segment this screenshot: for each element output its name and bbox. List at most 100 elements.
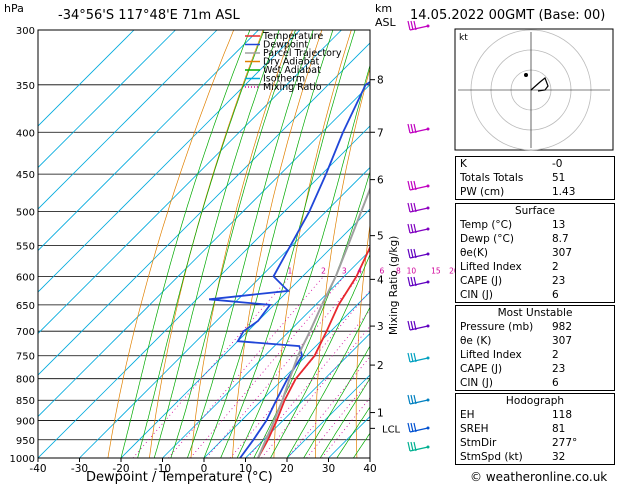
hodograph-value: 81 [552,423,566,435]
dry-adiabat-line [232,30,323,458]
isotherm-line [38,30,342,335]
wind-barb-icon [426,206,430,210]
hodograph-label: StmSpd (kt) [460,451,523,463]
pressure-tick-label: 600 [16,272,35,283]
dry-adiabat-line [149,30,264,458]
dry-adiabat-line [355,222,370,458]
wind-barb-icon [410,276,414,287]
mixing-ratio-line [206,276,360,458]
wind-barb-icon [413,223,417,234]
hodograph-value: 118 [552,409,573,421]
isotherm-line [38,30,176,169]
isotherm-line [162,249,370,458]
surface-label: Temp (°C) [460,219,513,231]
hodograph-title: Hodograph [505,395,565,407]
wind-barb-icon [413,422,417,433]
isotherm-line [79,166,370,458]
most-unstable-value: 23 [552,363,566,375]
surface-label: Lifted Index [460,261,522,273]
isotherm-line [38,30,259,252]
storm-motion-marker [524,73,528,77]
isotherm-line [38,30,135,127]
wind-barb-icon [410,180,414,191]
wet-adiabat-line [336,406,370,458]
wind-barb-icon [410,320,414,331]
hodograph-trace [530,77,549,92]
wind-barb-icon [407,223,411,234]
wind-barb-icon [426,324,430,328]
hodograph-label: SREH [460,423,489,435]
most-unstable-label: CIN (J) [460,377,493,389]
index-value: 51 [552,172,566,184]
wind-barb-icon [407,123,411,134]
hodograph-row: SREH 81 [456,422,614,436]
isotherm-line [203,291,370,458]
legend-label: Dewpoint [263,40,308,51]
wind-barb-icon [413,123,417,134]
temperature-tick-label: 20 [280,463,293,475]
legend-label: Isotherm [263,74,305,85]
wind-barb-icon [413,180,417,191]
pressure-tick-label: 650 [16,301,35,312]
km-tick-label: 6 [377,175,384,187]
pressure-tick-label: 550 [16,241,35,252]
wind-barb-icon [407,276,411,287]
wind-barb-icon [407,441,411,452]
wet-adiabat-line [303,345,370,458]
copyright-footer: © weatheronline.co.uk [470,470,608,484]
wind-barb-icon [413,441,417,452]
wind-barb-icon [410,123,414,134]
wind-barb-icon [426,280,430,284]
most-unstable-value: 2 [552,349,559,361]
most-unstable-label: θe (K) [460,335,492,347]
surface-row: CIN (J) 6 [456,288,614,302]
temperature-tick-label: 0 [201,463,208,475]
surface-row: θe(K) 307 [456,246,614,260]
pressure-tick-label: 950 [16,436,35,447]
wind-barb-icon [426,356,430,360]
pressure-tick-label: 500 [16,208,35,219]
pressure-tick-label: 400 [16,128,35,139]
wind-barb-icon [426,184,430,188]
surface-value: 307 [552,247,573,259]
legend-label: Dry Adiabat [263,57,320,68]
mixing-ratio-value-label: 2 [321,266,326,275]
location-label: -34°56'S 117°48'E 71m ASL [58,8,240,23]
index-label: Totals Totals [460,172,524,184]
surface-row: Temp (°C) 13 [456,218,614,232]
pressure-tick-label: 700 [16,327,35,338]
pressure-tick-label: 1000 [10,454,35,465]
km-tick-label: 5 [377,231,384,243]
wind-barb-icon [426,398,430,402]
hodograph-row: StmSpd (kt) 32 [456,450,614,464]
surface-row: Lifted Index 2 [456,260,614,274]
surface-label: θe(K) [460,247,488,259]
hodograph-row: EH 118 [456,408,614,422]
wet-adiabat-line [137,30,265,458]
temperature-tick-label: 40 [363,463,376,475]
dry-adiabat-line [190,30,293,458]
mixing-ratio-value-label: 6 [380,266,385,275]
most-unstable-table: Most Unstable Pressure (mb) 982 θe (K) 307 L… [455,305,615,391]
surface-row: Dewp (°C) 8.7 [456,232,614,246]
isotherm-line [38,125,370,458]
wind-barb-icon [407,20,411,31]
pressure-tick-label: 850 [16,396,35,407]
wind-barb-icon [407,394,411,405]
index-value: 1.43 [552,186,576,198]
legend-label: Wet Adiabat [263,65,321,76]
km-unit-label: km [375,2,393,15]
km-tick-label: 3 [377,321,384,333]
mixing-ratio-value-label: 20 [449,266,459,275]
index-label: K [460,158,467,170]
asl-unit-label: ASL [375,16,396,29]
wind-barb-icon [407,202,411,213]
wind-barb-icon [407,352,411,363]
wind-barb-icon [407,422,411,433]
most-unstable-label: Pressure (mb) [460,321,534,333]
most-unstable-row: CIN (J) 6 [456,376,614,390]
wind-barb-icon [410,352,414,363]
isotherm-line [38,42,370,376]
wind-barb-icon [426,426,430,430]
